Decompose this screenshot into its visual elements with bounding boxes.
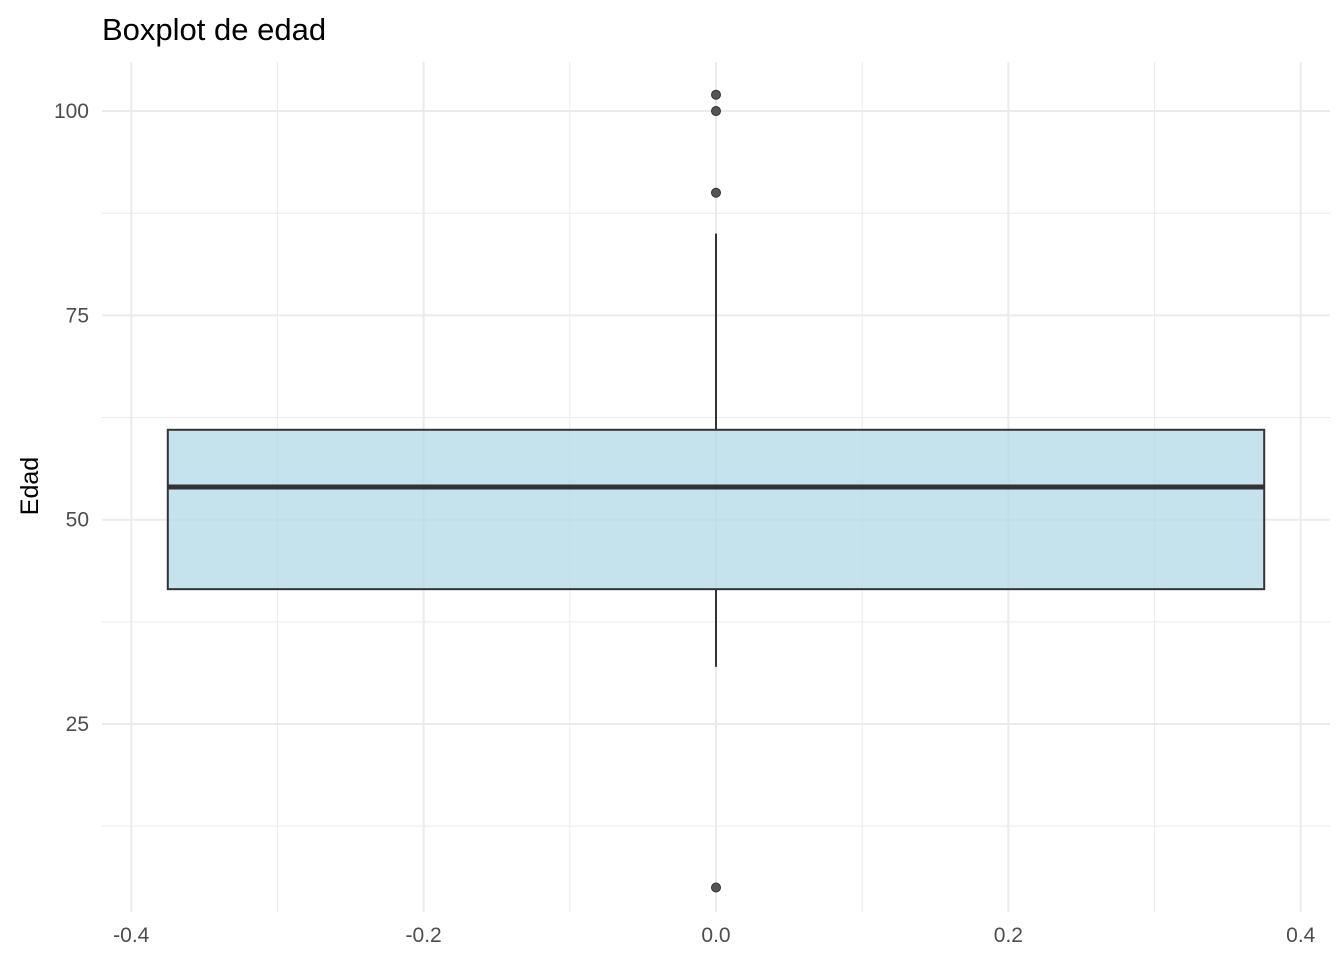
x-tick-label: -0.4	[113, 924, 150, 947]
y-tick-label: 100	[54, 100, 89, 123]
outlier-point	[711, 106, 721, 117]
axis-tick-labels: -0.4 -0.2 0.0 0.2 0.4 25 50 75 100	[54, 100, 1316, 947]
x-tick-label: 0.4	[1286, 924, 1316, 947]
y-tick-label: 50	[66, 509, 89, 532]
x-tick-label: -0.2	[406, 924, 442, 947]
x-tick-label: 0.0	[701, 924, 730, 947]
y-axis-label: Edad	[16, 457, 44, 515]
x-tick-label: 0.2	[994, 924, 1023, 947]
outlier-point	[711, 187, 721, 198]
iqr-box	[166, 428, 1266, 591]
chart-title: Boxplot de edad	[102, 12, 326, 47]
outlier-point	[711, 882, 721, 893]
y-tick-label: 25	[66, 713, 89, 736]
outlier-point	[711, 89, 721, 100]
boxplot	[166, 89, 1266, 893]
y-tick-label: 75	[66, 304, 89, 327]
